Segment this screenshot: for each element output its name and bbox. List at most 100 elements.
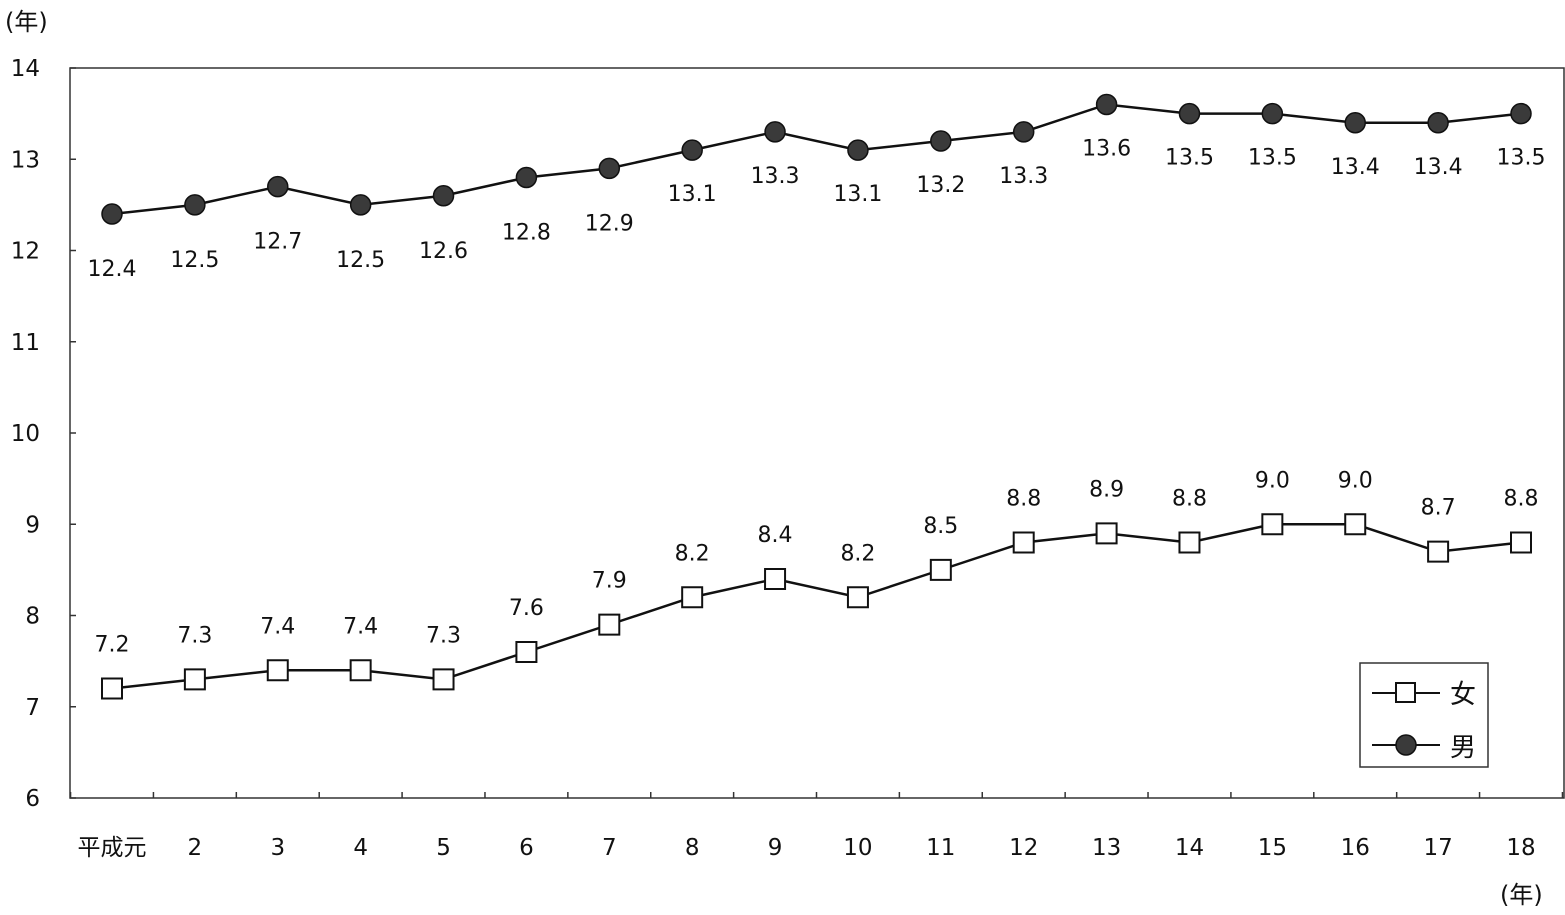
x-tick-label: 16 [1341, 835, 1370, 861]
data-label-male: 13.4 [1331, 155, 1380, 180]
x-tick-label: 5 [436, 835, 451, 861]
data-point-male [184, 194, 206, 216]
y-tick-label: 7 [25, 695, 40, 721]
data-point-male [1012, 121, 1035, 143]
x-tick-label: 2 [188, 835, 203, 861]
data-label-female: 8.9 [1089, 477, 1124, 502]
legend: 女 男 [1359, 662, 1489, 768]
data-point-male [267, 175, 289, 198]
data-label-male: 12.6 [419, 239, 468, 264]
x-tick-label: 18 [1506, 835, 1535, 861]
legend-label-female: 女 [1450, 680, 1476, 710]
data-point-male [681, 139, 703, 161]
data-label-male: 13.5 [1165, 146, 1214, 171]
x-unit-label: (年) [1500, 881, 1543, 909]
x-tick-label: 6 [519, 835, 534, 861]
data-label-female: 7.3 [177, 623, 212, 648]
data-point-female [1178, 531, 1201, 554]
data-point-female [764, 568, 787, 590]
series-line-male [111, 103, 1522, 216]
x-tick-label: 4 [353, 835, 368, 861]
data-label-male: 13.3 [751, 164, 800, 189]
data-point-male [764, 121, 786, 143]
x-tick-label: 平成元 [78, 835, 147, 861]
x-tick-label: 15 [1258, 835, 1287, 861]
x-axis-ticks: 平成元 2 3 4 5 6 7 8 9 10 11 12 13 14 15 16 17 18 [69, 792, 1564, 861]
data-label-male: 13.2 [916, 173, 965, 198]
data-label-female: 8.2 [840, 541, 875, 566]
x-tick-label: 8 [685, 835, 700, 861]
data-label-female: 7.6 [509, 596, 544, 621]
data-label-female: 7.4 [343, 614, 378, 639]
y-axis-ticks: 6 7 8 9 10 11 12 13 14 [11, 56, 76, 812]
x-tick-label: 9 [768, 835, 783, 861]
x-tick-label: 14 [1175, 835, 1204, 861]
legend-label-male: 男 [1450, 733, 1476, 763]
data-point-female [1510, 531, 1532, 554]
x-tick-label: 7 [602, 835, 617, 861]
data-point-female [681, 586, 704, 609]
data-label-female: 8.2 [675, 541, 710, 566]
series-lines [111, 103, 1522, 690]
data-point-female [183, 668, 206, 691]
series-line-female [111, 523, 1522, 690]
data-label-male: 12.5 [170, 248, 219, 273]
data-point-female [598, 613, 621, 636]
data-label-male: 13.1 [668, 182, 717, 207]
data-label-male: 12.4 [88, 257, 137, 282]
data-point-male [101, 203, 123, 225]
x-tick-label: 10 [843, 835, 872, 861]
x-tick-label: 17 [1423, 835, 1452, 861]
data-point-female [266, 659, 289, 682]
data-label-female: 8.8 [1006, 487, 1041, 512]
data-label-female: 7.9 [592, 569, 627, 594]
y-tick-label: 6 [25, 786, 40, 812]
y-tick-label: 13 [11, 147, 40, 173]
data-label-female: 8.8 [1172, 487, 1207, 512]
data-label-male: 13.5 [1497, 146, 1546, 171]
data-point-male [930, 130, 952, 152]
legend-marker-male [1395, 734, 1417, 756]
data-point-male [1427, 112, 1449, 134]
data-label-male: 12.9 [585, 211, 634, 236]
data-point-female [1261, 513, 1284, 536]
y-tick-label: 11 [11, 330, 40, 356]
data-point-female [1427, 540, 1450, 563]
data-point-female [1344, 513, 1367, 536]
x-tick-label: 11 [926, 835, 955, 861]
data-label-female: 7.2 [95, 633, 130, 658]
data-label-female: 8.5 [923, 514, 958, 539]
data-label-male: 13.6 [1082, 137, 1131, 162]
data-point-male [1261, 102, 1284, 125]
data-label-male: 12.8 [502, 221, 551, 246]
legend-box [1359, 662, 1489, 768]
data-label-female: 9.0 [1338, 468, 1373, 493]
data-label-male: 13.5 [1248, 146, 1297, 171]
data-point-female [432, 668, 455, 691]
data-label-male: 13.3 [999, 164, 1048, 189]
y-tick-label: 9 [25, 512, 40, 538]
data-label-male: 12.7 [253, 230, 302, 255]
x-tick-label: 3 [270, 835, 285, 861]
y-tick-label: 14 [11, 56, 40, 82]
data-label-female: 8.8 [1504, 487, 1539, 512]
data-labels: 7.2 7.3 7.4 7.4 7.3 7.6 7.9 8.2 8.4 8.2 8.5 8.8 8.9 8… [88, 137, 1546, 658]
y-tick-label: 8 [25, 604, 40, 630]
data-label-female: 8.4 [758, 523, 793, 548]
data-label-female: 8.7 [1421, 496, 1456, 521]
data-point-male [1095, 93, 1118, 116]
y-tick-label: 10 [11, 421, 40, 447]
data-label-male: 13.4 [1414, 155, 1463, 180]
data-label-male: 13.1 [833, 182, 882, 207]
data-label-female: 7.4 [260, 614, 295, 639]
data-point-female [1012, 531, 1035, 554]
data-point-female [515, 641, 538, 663]
x-tick-label: 12 [1009, 835, 1038, 861]
y-tick-label: 12 [11, 239, 40, 265]
data-point-female [101, 677, 123, 700]
data-label-female: 7.3 [426, 623, 461, 648]
legend-marker-female [1395, 682, 1416, 703]
data-point-female [1095, 522, 1118, 545]
data-point-male [1178, 102, 1201, 125]
